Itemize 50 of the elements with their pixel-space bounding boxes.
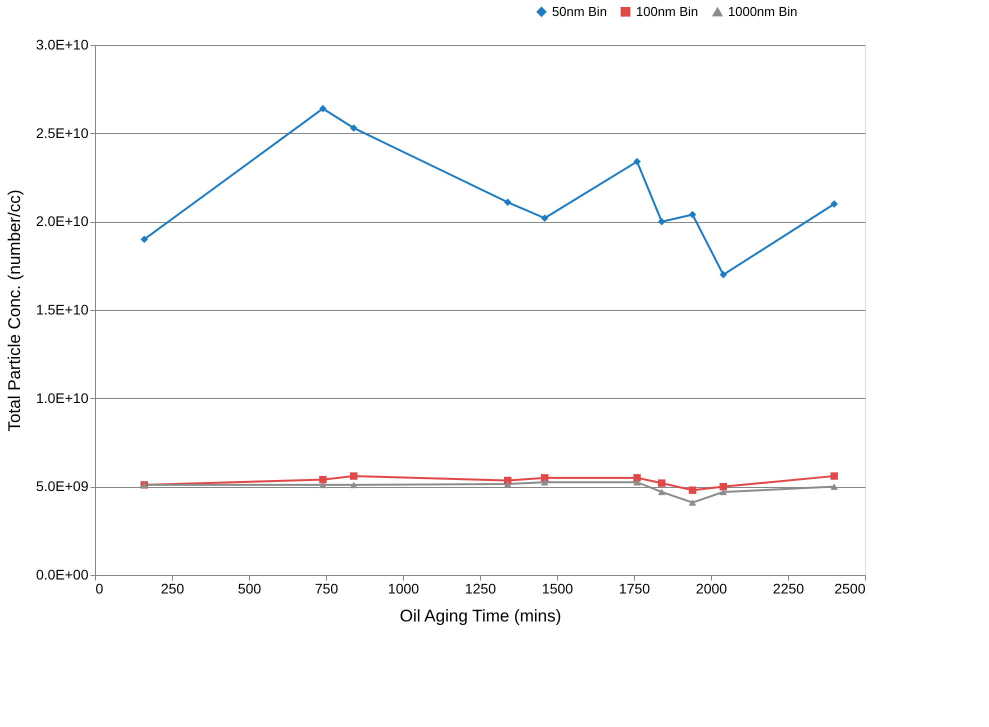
y-tick-label: 2.5E+10: [36, 124, 89, 141]
y-tick-label: 5.0E+09: [36, 478, 89, 494]
point: [688, 210, 696, 218]
point: [540, 479, 548, 486]
x-tick-label: 2250: [772, 580, 804, 596]
point: [319, 482, 327, 488]
x-tick-label: 500: [238, 580, 262, 596]
x-tick-label: 2500: [834, 580, 866, 596]
y-tick-label: 1.0E+10: [36, 390, 89, 406]
point: [720, 270, 728, 278]
x-tick-label: 1750: [618, 580, 650, 596]
x-tick-label: 0: [96, 580, 104, 596]
y-tick-label: 1.5E+10: [36, 302, 89, 318]
point: [688, 499, 696, 506]
x-tick-label: 2000: [696, 580, 728, 596]
point: [350, 472, 358, 480]
point: [319, 476, 327, 484]
y-tick-label: 3.0E+10: [36, 36, 89, 52]
x-tick-label: 1000: [388, 580, 420, 596]
legend-label: 1000nm Bin: [728, 4, 798, 20]
x-tick-label: 1250: [464, 580, 496, 596]
point: [633, 474, 641, 482]
point: [540, 474, 548, 482]
point: [658, 488, 666, 496]
y-tick-label: 2.0E+10: [36, 213, 89, 230]
y-tick-label: 0.0E+00: [36, 566, 89, 582]
point: [140, 236, 148, 244]
point: [720, 488, 728, 496]
point: [504, 480, 512, 488]
point: [319, 104, 327, 112]
point: [350, 482, 358, 488]
legend-label: 50nm Bin: [552, 4, 607, 19]
y-axis-title: Total Particle Conc. (number/cc): [4, 190, 24, 432]
point: [504, 198, 512, 206]
point: [350, 124, 358, 132]
x-tick-label: 250: [160, 580, 184, 596]
point: [688, 486, 696, 494]
point: [830, 200, 838, 208]
point: [658, 479, 666, 487]
point: [540, 214, 548, 222]
point: [658, 218, 666, 226]
point: [633, 158, 641, 166]
x-axis-title: Oil Aging Time (mins): [400, 606, 562, 626]
point: [830, 483, 838, 490]
x-tick-label: 1500: [542, 580, 574, 596]
point: [830, 472, 838, 480]
point: [633, 479, 641, 486]
point: [720, 482, 728, 490]
x-tick-label: 750: [314, 580, 338, 596]
legend-label: 100nm Bin: [636, 4, 698, 19]
